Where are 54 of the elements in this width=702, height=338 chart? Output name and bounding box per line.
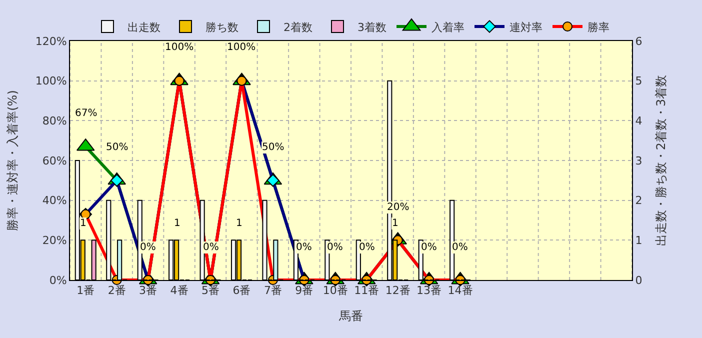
legend-label: 勝ち数 bbox=[206, 20, 238, 34]
y2-tick-label: 5 bbox=[635, 74, 642, 88]
x-tick-label: 2番 bbox=[108, 284, 126, 298]
y-axis-title: 勝率・連対率・入着率(%) bbox=[6, 90, 20, 231]
data-label: 0% bbox=[452, 242, 468, 253]
x-tick-label: 9番 bbox=[295, 284, 314, 298]
legend-label: 出走数 bbox=[128, 20, 160, 34]
legend-label: 連対率 bbox=[510, 20, 542, 34]
y2-tick-label: 4 bbox=[635, 114, 642, 128]
x-tick-label: 6番 bbox=[232, 284, 251, 298]
x-tick-label: 4番 bbox=[170, 284, 188, 298]
x-axis-title: 馬番 bbox=[338, 309, 363, 324]
data-label: 0% bbox=[296, 242, 312, 253]
y-tick-label: 120% bbox=[35, 34, 67, 48]
x-tick-label: 10番 bbox=[322, 284, 348, 298]
x-tick-label: 12番 bbox=[385, 284, 410, 298]
data-label: 0% bbox=[140, 242, 156, 253]
y-tick-label: 60% bbox=[42, 154, 67, 168]
y2-axis-title: 出走数・勝ち数・2着数・3着数 bbox=[654, 74, 668, 246]
y2-tick-label: 2 bbox=[635, 194, 642, 208]
legend-label: 勝率 bbox=[588, 20, 610, 34]
legend-label: 3着数 bbox=[358, 20, 386, 34]
data-label: 100% bbox=[227, 42, 256, 53]
x-tick-label: 1番 bbox=[76, 284, 95, 298]
y-tick-label: 20% bbox=[42, 234, 67, 248]
legend-label: 2着数 bbox=[284, 20, 312, 34]
data-label: 0% bbox=[421, 242, 437, 253]
y-tick-label: 0% bbox=[49, 274, 67, 287]
data-label: 100% bbox=[165, 42, 194, 53]
data-label: 1 bbox=[80, 218, 86, 229]
x-tick-label: 13番 bbox=[416, 284, 442, 298]
data-label: 20% bbox=[387, 202, 410, 213]
y-tick-label: 100% bbox=[35, 74, 67, 88]
y2-tick-label: 6 bbox=[635, 34, 642, 48]
data-label: 1 bbox=[236, 218, 242, 229]
data-label: 50% bbox=[106, 142, 128, 153]
data-label: 1 bbox=[392, 218, 398, 229]
y2-tick-label: 3 bbox=[635, 154, 642, 168]
data-label: 0% bbox=[327, 242, 343, 253]
y2-tick-label: 0 bbox=[635, 274, 642, 287]
data-label: 50% bbox=[262, 142, 284, 153]
y-tick-label: 40% bbox=[42, 194, 67, 208]
x-tick-label: 11番 bbox=[354, 284, 380, 298]
x-tick-label: 7番 bbox=[264, 284, 282, 298]
x-tick-label: 14番 bbox=[448, 284, 473, 298]
x-tick-label: 5番 bbox=[202, 284, 220, 298]
data-label: 67% bbox=[75, 108, 98, 119]
y2-tick-label: 1 bbox=[635, 234, 642, 248]
legend-label: 入着率 bbox=[432, 20, 464, 34]
x-tick-label: 3番 bbox=[139, 284, 158, 298]
data-label: 0% bbox=[203, 242, 219, 253]
y-tick-label: 80% bbox=[42, 114, 67, 128]
data-label: 0% bbox=[359, 242, 375, 253]
data-label: 1 bbox=[174, 218, 180, 229]
